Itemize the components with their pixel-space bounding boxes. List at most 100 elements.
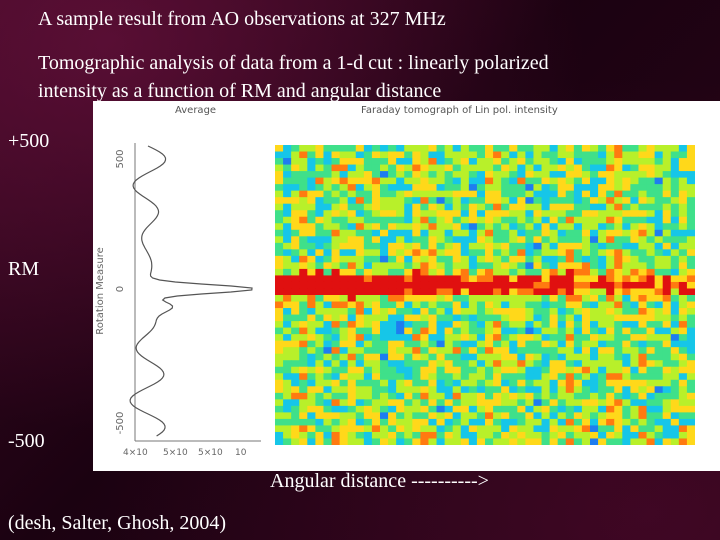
tomograph-cell xyxy=(622,171,631,179)
tomograph-cell xyxy=(654,223,664,231)
tomograph-cell xyxy=(355,412,365,420)
tomograph-cell xyxy=(380,197,389,205)
tomograph-cell xyxy=(355,268,365,277)
tomograph-cell xyxy=(622,308,631,316)
tomograph-cell xyxy=(541,347,551,355)
tomograph-cell xyxy=(670,353,680,361)
tomograph-cell xyxy=(291,334,300,342)
tomograph-cell xyxy=(614,145,623,153)
tomograph-cell xyxy=(347,340,357,348)
tomograph-cell xyxy=(388,366,397,374)
tomograph-cell xyxy=(557,171,567,179)
tomograph-cell xyxy=(638,399,648,407)
tomograph-cell xyxy=(307,151,316,159)
tomograph-cell xyxy=(452,164,462,172)
tomograph-cell xyxy=(654,392,664,400)
tomograph-cell xyxy=(670,334,680,342)
tomograph-cell xyxy=(485,216,494,224)
tomograph-cell xyxy=(436,308,446,316)
tomograph-cell xyxy=(581,334,591,342)
tomograph-cell xyxy=(686,177,695,185)
tomograph-cell xyxy=(420,262,430,270)
tomograph-cell xyxy=(557,262,567,270)
tomograph-cell xyxy=(283,216,292,224)
tomograph-cell xyxy=(420,366,430,374)
tomograph-cell xyxy=(388,373,397,381)
tomograph-cell xyxy=(509,431,518,440)
tomograph-cell xyxy=(275,301,284,309)
average-xtick-2: 5×10 xyxy=(163,448,188,458)
tomograph-cell xyxy=(388,321,397,329)
tomograph-cell xyxy=(493,405,502,413)
tomograph-cell xyxy=(517,275,526,283)
average-profile-curve xyxy=(129,145,253,437)
tomograph-cell xyxy=(428,392,438,400)
tomograph-cell xyxy=(581,373,591,381)
tomograph-cell xyxy=(396,255,405,263)
tomograph-cell xyxy=(380,360,389,368)
tomograph-cell xyxy=(598,347,607,355)
tomograph-cell xyxy=(323,249,333,257)
tomograph-cell xyxy=(396,340,405,348)
tomograph-cell xyxy=(533,281,543,290)
tomograph-cell xyxy=(444,242,454,250)
tomograph-cell xyxy=(476,216,486,224)
tomograph-cell xyxy=(315,236,325,244)
tomograph-cell xyxy=(622,242,631,250)
tomograph-cell xyxy=(323,425,333,433)
tomograph-cell xyxy=(283,308,292,316)
tomograph-cell xyxy=(662,216,672,224)
tomograph-cell xyxy=(460,223,470,231)
tomograph-cell xyxy=(541,425,551,433)
tomograph-cell xyxy=(388,203,397,211)
tomograph-cell xyxy=(525,229,535,237)
tomograph-cell xyxy=(606,164,615,172)
tomograph-cell xyxy=(380,158,389,166)
tomograph-cell xyxy=(452,249,462,257)
tomograph-cell xyxy=(283,262,292,270)
tomograph-cell xyxy=(590,216,599,224)
tomograph-cell xyxy=(452,392,462,400)
tomograph-cell xyxy=(291,216,300,224)
tomograph-cell xyxy=(525,431,535,440)
tomograph-cell xyxy=(275,216,284,224)
tomograph-cell xyxy=(396,177,405,185)
tomograph-cell xyxy=(388,301,397,309)
tomograph-cell xyxy=(678,295,688,303)
tomograph-cell xyxy=(525,366,535,374)
tomograph-cell xyxy=(275,164,284,172)
tomograph-cell xyxy=(501,249,510,257)
tomograph-cell xyxy=(517,249,526,257)
tomograph-cell xyxy=(686,151,695,159)
tomograph-cell xyxy=(581,412,591,420)
tomograph-cell xyxy=(420,184,430,192)
tomograph-cell xyxy=(646,360,656,368)
tomograph-cell xyxy=(468,275,478,283)
tomograph-cell xyxy=(315,418,325,427)
tomograph-cell xyxy=(444,347,454,355)
tomograph-cell xyxy=(468,210,478,218)
tomograph-cell xyxy=(670,190,680,198)
tomograph-cell xyxy=(307,321,316,329)
tomograph-cell xyxy=(420,249,430,257)
tomograph-cell xyxy=(355,275,365,283)
tomograph-cell xyxy=(573,216,583,224)
tomograph-cell xyxy=(275,145,284,153)
tomograph-cell xyxy=(460,216,470,224)
tomograph-cell xyxy=(452,151,462,159)
tomograph-cell xyxy=(444,177,454,185)
tomograph-cell xyxy=(283,275,292,283)
tomograph-cell xyxy=(678,216,688,224)
tomograph-cell xyxy=(670,295,680,303)
tomograph-cell xyxy=(606,262,615,270)
tomograph-cell xyxy=(590,360,599,368)
tomograph-cell xyxy=(678,158,688,166)
tomograph-cell xyxy=(485,281,494,290)
tomograph-cell xyxy=(501,366,510,374)
tomograph-cell xyxy=(460,314,470,322)
tomograph-cell xyxy=(493,151,502,159)
tomograph-cell xyxy=(420,314,430,322)
tomograph-cell xyxy=(299,360,308,368)
tomograph-cell xyxy=(468,229,478,237)
tomograph-cell xyxy=(662,145,672,153)
